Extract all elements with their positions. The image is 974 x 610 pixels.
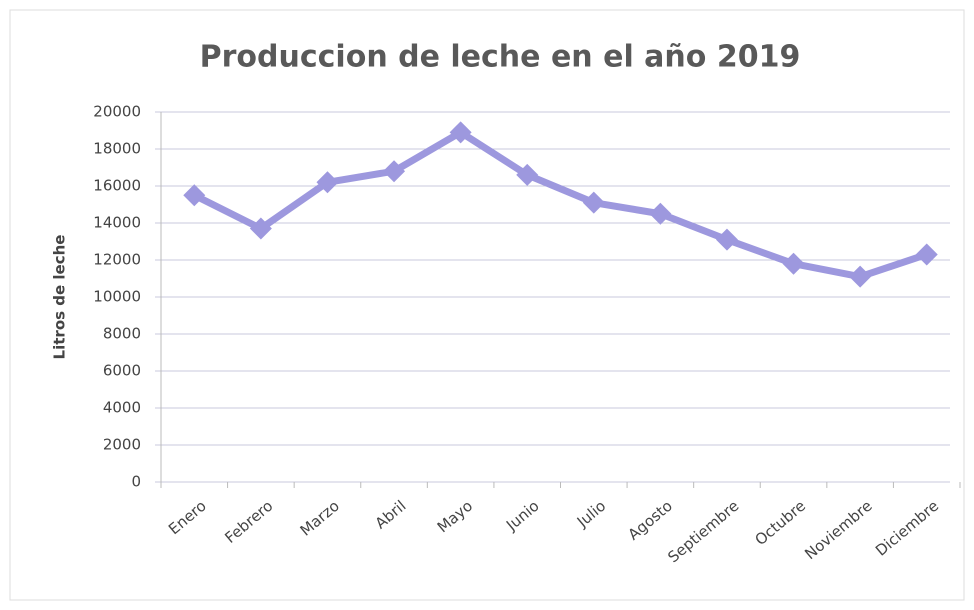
y-tick-label: 8000 — [103, 325, 141, 343]
x-tick-label: Enero — [165, 497, 210, 539]
chart-border — [9, 9, 965, 601]
y-tick-label: 18000 — [93, 140, 141, 158]
y-tick-label: 4000 — [103, 399, 141, 417]
marker — [782, 252, 805, 275]
x-tick-label: Diciembre — [872, 497, 942, 560]
x-tick-label: Mayo — [434, 497, 476, 537]
marker — [582, 191, 605, 214]
y-tick-label: 6000 — [103, 362, 141, 380]
y-tick-label: 2000 — [103, 436, 141, 454]
marker — [449, 121, 472, 144]
chart-title: Produccion de leche en el año 2019 — [200, 40, 801, 75]
y-tick-label: 0 — [131, 473, 141, 491]
marker — [383, 160, 406, 183]
marker — [849, 265, 872, 288]
x-tick-label: Octubre — [751, 497, 809, 549]
y-tick-label: 20000 — [93, 103, 141, 121]
y-tick-label: 16000 — [93, 177, 141, 195]
marker — [249, 217, 272, 240]
marker — [183, 184, 206, 207]
x-tick-label: Julio — [573, 497, 609, 532]
x-tick-label: Septiembre — [664, 497, 742, 567]
marker — [316, 171, 339, 194]
x-tick-label: Noviembre — [801, 497, 875, 563]
y-tick-label: 14000 — [93, 214, 141, 232]
x-tick-label: Agosto — [625, 497, 676, 544]
x-tick-label: Marzo — [297, 497, 343, 540]
x-tick-label: Abril — [372, 497, 410, 533]
x-tick-label: Febrero — [221, 497, 276, 547]
marker — [715, 228, 738, 251]
y-axis-label: Litros de leche — [51, 235, 69, 360]
marker — [649, 202, 672, 225]
marker — [516, 163, 539, 186]
line — [192, 128, 928, 281]
marker — [915, 243, 938, 266]
y-tick-label: 10000 — [93, 288, 141, 306]
x-tick-label: Junio — [502, 497, 543, 535]
y-tick-label: 12000 — [93, 251, 141, 269]
